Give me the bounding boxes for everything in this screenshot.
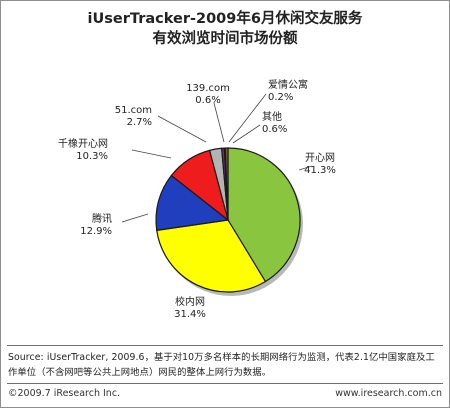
slice-label: 校内网 bbox=[175, 295, 205, 308]
slice-value-label: 0.6% bbox=[262, 124, 287, 135]
slice-label: 51.com bbox=[115, 105, 152, 116]
leader-line bbox=[213, 102, 225, 143]
copyright: ©2009.7 iResearch Inc. bbox=[8, 388, 121, 399]
source-note: Source: iUserTracker, 2009.6，基于对10万多名样本的… bbox=[8, 352, 435, 378]
divider-top bbox=[7, 345, 443, 346]
slice-label: 千橡开心网 bbox=[58, 137, 108, 150]
leader-line bbox=[232, 124, 261, 144]
leader-line bbox=[121, 213, 149, 223]
pie-slice bbox=[227, 147, 301, 283]
leader-line bbox=[131, 149, 172, 159]
leader-line bbox=[157, 115, 207, 143]
slice-label: 开心网 bbox=[305, 152, 335, 164]
slice-value-label: 0.6% bbox=[195, 95, 220, 106]
slice-value-label: 41.3% bbox=[304, 165, 336, 176]
chart-title-line-1: iUserTracker-2009年6月休闲交友服务 bbox=[87, 11, 363, 27]
divider-bottom bbox=[7, 383, 443, 384]
slice-value-label: 2.7% bbox=[127, 117, 152, 128]
pie-slice bbox=[224, 147, 229, 221]
leader-line bbox=[228, 93, 267, 143]
pie-slice bbox=[155, 174, 230, 232]
slice-value-label: 0.2% bbox=[268, 92, 293, 103]
pie-slice bbox=[156, 219, 267, 293]
chart-title-line-2: 有效浏览时间市场份额 bbox=[152, 31, 298, 47]
slice-value-label: 31.4% bbox=[174, 309, 206, 320]
leader-line bbox=[298, 165, 313, 171]
slice-value-label: 12.9% bbox=[80, 226, 112, 237]
slice-label: 其他 bbox=[262, 110, 282, 123]
slice-label: 腾讯 bbox=[92, 212, 112, 225]
website-url: www.iresearch.com.cn bbox=[335, 388, 442, 399]
slice-label: 139.com bbox=[186, 83, 230, 94]
slice-label: 爱情公寓 bbox=[268, 78, 308, 91]
slice-value-label: 10.3% bbox=[76, 151, 108, 162]
